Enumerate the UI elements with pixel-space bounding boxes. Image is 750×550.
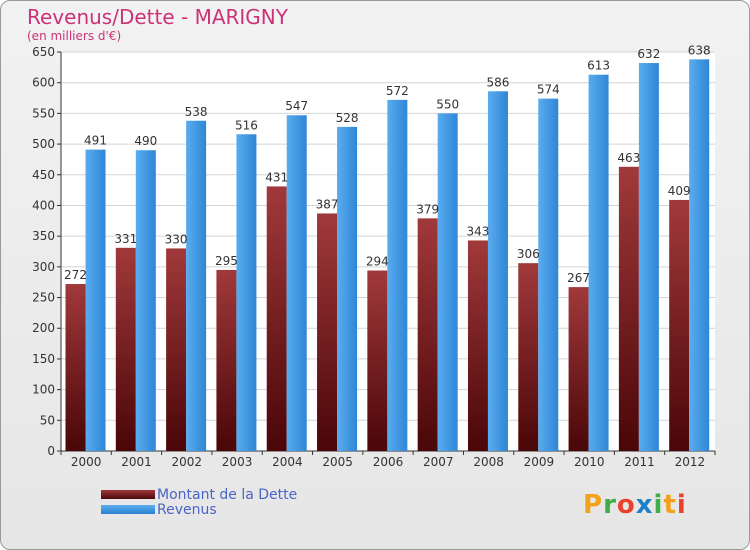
x-tick-label: 2009: [524, 455, 555, 469]
legend-label-dette: Montant de la Dette: [157, 486, 298, 503]
x-tick-label: 2010: [574, 455, 605, 469]
bar-dette: [65, 284, 86, 451]
x-tick-label: 2003: [222, 455, 253, 469]
y-tick-label: 600: [32, 76, 55, 90]
data-label-revenus: 572: [386, 84, 409, 98]
x-tick-label: 2006: [373, 455, 404, 469]
y-tick-label: 650: [32, 45, 55, 59]
x-tick-label: 2005: [322, 455, 353, 469]
y-tick-label: 250: [32, 291, 55, 305]
legend-item-dette: Montant de la Dette: [101, 486, 298, 503]
data-label-dette: 409: [668, 184, 691, 198]
chart-subtitle: (en milliers d'€): [27, 29, 122, 43]
x-tick-label: 2007: [423, 455, 454, 469]
y-tick-label: 100: [32, 383, 55, 397]
data-label-dette: 294: [366, 255, 389, 269]
data-label-revenus: 574: [537, 83, 560, 97]
data-label-dette: 343: [467, 224, 490, 238]
legend-item-revenus: Revenus: [101, 501, 297, 518]
bar-revenus: [337, 126, 358, 452]
legend: Montant de la Dette Revenus: [101, 486, 298, 518]
bar-dette: [317, 213, 338, 451]
data-label-dette: 387: [316, 197, 339, 211]
data-label-dette: 379: [416, 202, 439, 216]
data-label-revenus: 638: [688, 43, 711, 57]
data-label-dette: 267: [567, 271, 590, 285]
data-label-revenus: 491: [84, 134, 107, 148]
legend-label-revenus: Revenus: [157, 501, 217, 518]
y-tick-label: 350: [32, 229, 55, 243]
x-tick-label: 2004: [272, 455, 303, 469]
legend-swatch-revenus: [101, 505, 155, 514]
bar-dette: [618, 166, 639, 451]
bar-revenus: [186, 120, 207, 452]
x-tick-label: 2008: [473, 455, 504, 469]
data-label-revenus: 550: [436, 97, 459, 111]
y-tick-label: 500: [32, 137, 55, 151]
bar-revenus: [236, 134, 257, 452]
bar-dette: [367, 270, 388, 451]
bar-revenus: [638, 63, 659, 452]
chart-title: Revenus/Dette - MARIGNY: [27, 5, 288, 29]
data-label-revenus: 586: [487, 75, 510, 89]
data-label-dette: 306: [517, 247, 540, 261]
bar-revenus: [387, 99, 408, 451]
y-tick-label: 300: [32, 260, 55, 274]
x-tick-label: 2002: [171, 455, 202, 469]
bar-revenus: [538, 98, 559, 451]
proxiti-logo: Proxiti: [583, 490, 687, 520]
bar-dette: [417, 218, 438, 451]
bar-revenus: [689, 59, 710, 452]
bar-revenus: [588, 74, 609, 451]
bar-revenus: [437, 113, 458, 451]
bar-dette: [166, 248, 187, 451]
data-label-revenus: 528: [336, 111, 359, 125]
bar-dette: [266, 186, 287, 451]
y-tick-label: 50: [40, 413, 55, 427]
data-label-revenus: 632: [637, 47, 660, 61]
data-label-revenus: 613: [587, 59, 610, 73]
data-label-revenus: 538: [185, 105, 208, 119]
data-label-dette: 463: [617, 151, 640, 165]
y-tick-label: 550: [32, 106, 55, 120]
x-tick-label: 2000: [71, 455, 102, 469]
data-label-dette: 331: [114, 232, 137, 246]
y-tick-label: 0: [47, 444, 55, 458]
data-label-dette: 431: [265, 170, 288, 184]
legend-swatch-dette: [101, 490, 155, 499]
x-tick-label: 2012: [675, 455, 706, 469]
bar-dette: [669, 199, 690, 451]
y-tick-label: 200: [32, 321, 55, 335]
bar-dette: [216, 269, 237, 451]
data-label-revenus: 490: [134, 134, 157, 148]
bar-dette: [568, 287, 589, 451]
x-tick-label: 2001: [121, 455, 152, 469]
bar-revenus: [85, 149, 106, 451]
bar-revenus: [135, 150, 156, 451]
bar-revenus: [286, 115, 307, 452]
data-label-dette: 295: [215, 254, 238, 268]
y-tick-label: 150: [32, 352, 55, 366]
y-tick-label: 450: [32, 168, 55, 182]
bar-dette: [518, 263, 539, 451]
data-label-revenus: 516: [235, 118, 258, 132]
bar-dette: [115, 247, 136, 451]
bar-revenus: [487, 91, 508, 451]
data-label-dette: 330: [165, 232, 188, 246]
y-tick-label: 400: [32, 198, 55, 212]
bar-dette: [467, 240, 488, 451]
data-label-dette: 272: [64, 268, 87, 282]
x-tick-label: 2011: [624, 455, 655, 469]
data-label-revenus: 547: [285, 99, 308, 113]
